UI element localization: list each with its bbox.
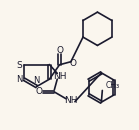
Text: N: N	[33, 76, 40, 85]
Text: NH: NH	[64, 96, 78, 105]
Text: S: S	[16, 61, 22, 70]
Text: O: O	[35, 87, 42, 96]
Text: NH: NH	[53, 72, 67, 81]
Text: O: O	[56, 46, 63, 55]
Text: N: N	[16, 75, 22, 84]
Text: CH₃: CH₃	[105, 81, 119, 90]
Text: O: O	[69, 59, 76, 68]
